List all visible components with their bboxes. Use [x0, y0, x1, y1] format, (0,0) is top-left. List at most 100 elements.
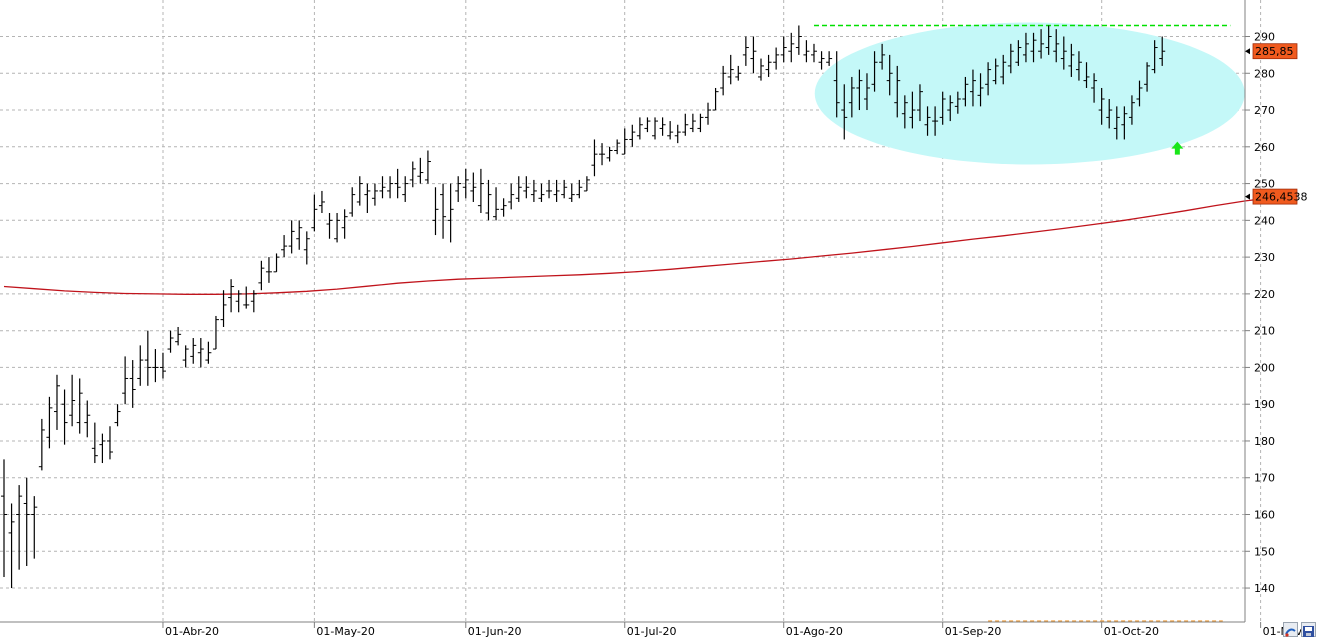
ohlc-bar [803, 40, 810, 63]
ohlc-bar [288, 220, 295, 254]
ohlc-bar [500, 198, 507, 217]
last-price-tag: 285,85 [1245, 43, 1298, 60]
ohlc-bar [228, 279, 235, 313]
chart-settings-button[interactable] [1283, 622, 1298, 637]
ohlc-bar [1121, 106, 1128, 140]
ohlc-bar [1045, 25, 1052, 55]
ohlc-bar [1068, 43, 1075, 77]
ohlc-bar [409, 161, 416, 188]
ohlc-bar [591, 139, 598, 177]
ohlc-bar [303, 231, 310, 265]
price-tag-text: 285,85 [1255, 45, 1294, 58]
ohlc-bar [258, 260, 265, 291]
ohlc-bar [969, 69, 976, 107]
ohlc-bar [1000, 54, 1007, 85]
ohlc-bar [697, 113, 704, 133]
price-tag-pointer [1245, 48, 1250, 55]
ohlc-bar [667, 121, 674, 140]
ohlc-bar [432, 187, 439, 236]
y-tick-label: 210 [1254, 325, 1275, 338]
ohlc-bar [871, 51, 878, 92]
ohlc-bar [841, 84, 848, 140]
ohlc-bar [76, 378, 83, 434]
ohlc-bar [114, 404, 121, 427]
chart-settings-icon [1285, 628, 1296, 637]
ohlc-bar [235, 290, 242, 313]
ohlc-bar [1091, 73, 1098, 103]
ohlc-bar [758, 58, 764, 81]
ohlc-bar [1136, 80, 1143, 107]
up-arrow-icon [1171, 141, 1184, 155]
ohlc-bar [46, 396, 53, 449]
x-tick-label: 01-Jun-20 [468, 625, 522, 638]
pattern-zone-ellipse [814, 22, 1245, 165]
save-chart-button[interactable] [1301, 622, 1316, 637]
ohlc-bar [402, 176, 409, 202]
y-tick-label: 280 [1254, 67, 1275, 80]
ohlc-bar [689, 113, 696, 133]
ohlc-bar [99, 433, 106, 464]
save-icon [1303, 626, 1314, 637]
x-tick-label: 01-Abr-20 [165, 625, 219, 638]
ohlc-bar [833, 51, 840, 118]
ohlc-bar [1106, 99, 1113, 129]
ohlc-bar [205, 341, 212, 364]
ohlc-bar [508, 183, 515, 210]
ohlc-bar [705, 102, 712, 125]
ohlc-bar [1038, 29, 1045, 59]
ohlc-bar [447, 183, 454, 243]
y-tick-label: 140 [1254, 582, 1275, 595]
ohlc-bar [652, 117, 659, 140]
ohlc-bar [212, 315, 219, 350]
ohlc-bar [962, 76, 969, 107]
ohlc-bar [939, 91, 946, 125]
ohlc-bar [742, 36, 749, 66]
x-tick-label: 01-Sep-20 [945, 625, 1002, 638]
ohlc-bar [780, 36, 787, 63]
ohlc-bar [387, 176, 394, 199]
y-tick-label: 160 [1254, 509, 1275, 522]
ohlc-bar [311, 194, 318, 232]
x-tick-label: 01-Oct-20 [1104, 625, 1159, 638]
ohlc-bar [152, 349, 159, 383]
price-tag-box [1252, 43, 1298, 60]
ohlc-bar [493, 187, 500, 221]
x-tick-label: 01-Jul-20 [627, 625, 677, 638]
price-tag-box [1252, 188, 1298, 205]
ohlc-bar [159, 352, 166, 379]
ohlc-bar [485, 179, 492, 221]
ohlc-bar [720, 65, 727, 96]
ohlc-bar [122, 356, 129, 405]
ohlc-bar [371, 183, 378, 206]
ohlc-bar [879, 43, 886, 70]
ohlc-bar [137, 345, 144, 386]
y-tick-label: 270 [1254, 104, 1275, 117]
ohlc-bar [599, 143, 606, 166]
ohlc-bar [1030, 32, 1037, 63]
ohlc-bar [477, 168, 484, 213]
ohlc-bar [1007, 43, 1014, 74]
ohlc-bar [455, 176, 462, 202]
ohlc-bar [576, 179, 583, 199]
ohlc-bar [190, 338, 197, 364]
ohlc-bar [1151, 40, 1158, 74]
ohlc-bar [1015, 40, 1022, 66]
ohlc-bar [916, 84, 923, 122]
ohlc-bar [84, 400, 91, 438]
ohlc-bar [909, 91, 916, 129]
ohlc-bar [394, 168, 401, 199]
moving-average-tag: 246,4538 [1245, 188, 1308, 205]
ohlc-bar [1128, 95, 1135, 125]
ohlc-bar [144, 330, 151, 386]
ohlc-bar [1, 459, 7, 578]
ohlc-bar [38, 418, 45, 471]
price-axis: 140 150 160 170 180 190 200 210 220 230 240 250 260 2… [1245, 31, 1275, 595]
ohlc-bar [886, 54, 893, 96]
y-tick-label: 240 [1254, 214, 1275, 227]
ohlc-bar [712, 87, 719, 111]
ohlc-bar [932, 106, 939, 136]
ohlc-bar [1098, 87, 1105, 125]
ohlc-bar [129, 360, 136, 408]
ohlc-bar [440, 183, 447, 239]
